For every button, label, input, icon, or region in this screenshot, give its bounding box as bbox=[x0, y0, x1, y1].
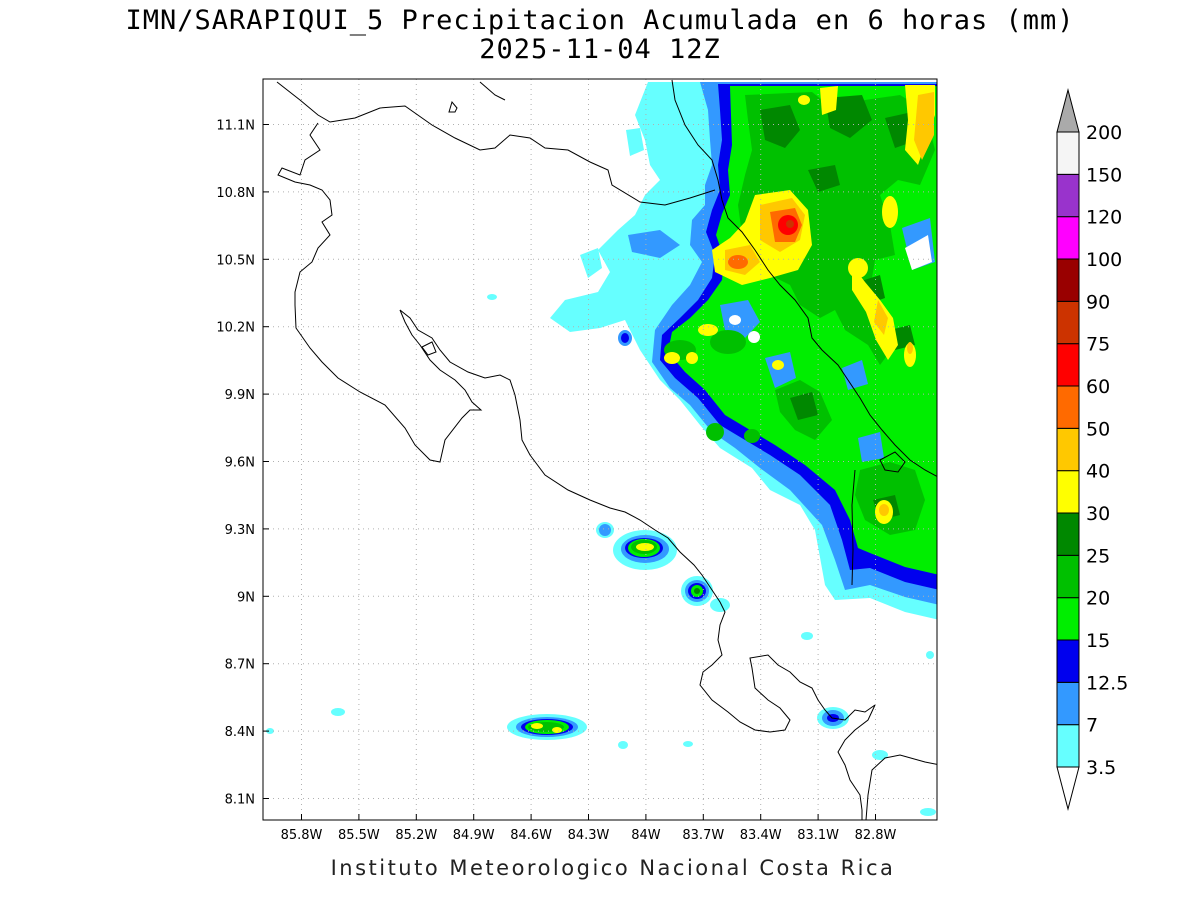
colorbar-low-arrow bbox=[1056, 766, 1080, 811]
lat-tick-label: 9.3N bbox=[225, 523, 255, 538]
lat-tick-label: 10.2N bbox=[216, 321, 255, 336]
lon-tick-label: 84.6W bbox=[510, 828, 552, 843]
colorbar-box bbox=[1056, 300, 1080, 345]
lat-tick-label: 8.7N bbox=[225, 658, 255, 673]
colorbar-box bbox=[1056, 173, 1080, 218]
lat-tick-label: 8.1N bbox=[225, 793, 255, 808]
colorbar-box bbox=[1056, 427, 1080, 472]
precip-colorbar: 3.5 7 12.5 15 20 25 30 40 50 60 75 90 100 120 150 200 bbox=[1056, 88, 1128, 811]
longitude-ticks: 85.8W 85.5W 85.2W 84.9W 84.6W 84.3W 84W 83.7W 83… bbox=[281, 814, 897, 843]
colorbar-box bbox=[1056, 131, 1080, 175]
lon-tick-label: 84W bbox=[631, 828, 661, 843]
coastlines bbox=[276, 79, 937, 820]
precipitation-field bbox=[266, 82, 937, 816]
gulf-coast bbox=[399, 309, 876, 733]
colorbar-label: 90 bbox=[1086, 291, 1110, 313]
lon-tick-label: 83.7W bbox=[682, 828, 724, 843]
lon-tick-label: 85.5W bbox=[338, 828, 380, 843]
lake-shore bbox=[479, 81, 506, 101]
precip-20-layer bbox=[528, 92, 935, 732]
lat-tick-label: 10.8N bbox=[216, 186, 255, 201]
lat-tick-label: 8.4N bbox=[225, 725, 255, 740]
colorbar-box bbox=[1056, 385, 1080, 429]
colorbar-label: 75 bbox=[1086, 334, 1110, 356]
lat-tick-label: 10.5N bbox=[216, 253, 255, 268]
map-frame bbox=[262, 78, 938, 821]
map-date: 2025-11-04 12Z bbox=[479, 34, 721, 65]
lon-tick-label: 85.8W bbox=[281, 828, 323, 843]
lon-tick-label: 84.3W bbox=[568, 828, 610, 843]
lat-tick-label: 9.6N bbox=[225, 456, 255, 471]
colorbar-label: 50 bbox=[1086, 418, 1110, 440]
colorbar-label: 7 bbox=[1086, 715, 1098, 737]
colorbar-label: 12.5 bbox=[1086, 672, 1128, 694]
colorbar-label: 40 bbox=[1086, 461, 1110, 483]
burica-coast bbox=[865, 754, 937, 820]
lon-tick-label: 83.1W bbox=[797, 828, 839, 843]
osa-peninsula bbox=[837, 704, 876, 820]
panama-border bbox=[851, 469, 856, 586]
colorbar-label: 60 bbox=[1086, 376, 1110, 398]
latitude-ticks: 11.1N 10.8N 10.5N 10.2N 9.9N 9.6N 9.3N 9N 8.7N 8.… bbox=[216, 119, 269, 808]
colorbar-box bbox=[1056, 554, 1080, 599]
colorbar-box bbox=[1056, 724, 1080, 768]
colorbar-box bbox=[1056, 639, 1080, 683]
colorbar-label: 150 bbox=[1086, 164, 1122, 186]
precip-75-layer bbox=[786, 220, 794, 228]
caribbean-coast bbox=[671, 79, 937, 477]
colorbar-label: 25 bbox=[1086, 545, 1110, 567]
lake-island bbox=[448, 100, 458, 113]
lon-tick-label: 85.2W bbox=[395, 828, 437, 843]
nicoya-coast bbox=[277, 122, 483, 463]
lon-tick-label: 83.4W bbox=[740, 828, 782, 843]
gulf-island bbox=[421, 341, 437, 356]
map-graticule bbox=[263, 79, 937, 820]
colorbar-high-arrow bbox=[1056, 88, 1080, 133]
lon-tick-label: 84.9W bbox=[453, 828, 495, 843]
colorbar-label: 3.5 bbox=[1086, 757, 1116, 779]
colorbar-label: 15 bbox=[1086, 630, 1110, 652]
colorbar-label: 30 bbox=[1086, 503, 1110, 525]
colorbar-label: 120 bbox=[1086, 207, 1122, 229]
colorbar-box bbox=[1056, 512, 1080, 556]
map-title: IMN/SARAPIQUI_5 Precipitacion Acumulada … bbox=[125, 5, 1075, 36]
bocas-coast bbox=[879, 451, 906, 473]
precip-25-layer bbox=[694, 95, 918, 594]
lat-tick-label: 9N bbox=[237, 590, 255, 605]
colorbar-box bbox=[1056, 681, 1080, 726]
colorbar-box bbox=[1056, 597, 1080, 641]
lon-tick-label: 82.8W bbox=[855, 828, 897, 843]
colorbar-box bbox=[1056, 343, 1080, 387]
colorbar-box bbox=[1056, 470, 1080, 514]
lat-tick-label: 9.9N bbox=[225, 388, 255, 403]
footer-credit: Instituto Meteorologico Nacional Costa R… bbox=[330, 856, 896, 880]
colorbar-label: 100 bbox=[1086, 249, 1122, 271]
colorbar-label: 20 bbox=[1086, 588, 1110, 610]
precip-zero-layer bbox=[729, 235, 932, 343]
nicaragua-border-north bbox=[276, 81, 716, 206]
colorbar-box bbox=[1056, 258, 1080, 302]
colorbar-box bbox=[1056, 216, 1080, 260]
colorbar-label: 200 bbox=[1086, 122, 1122, 144]
lat-tick-label: 11.1N bbox=[216, 119, 255, 134]
